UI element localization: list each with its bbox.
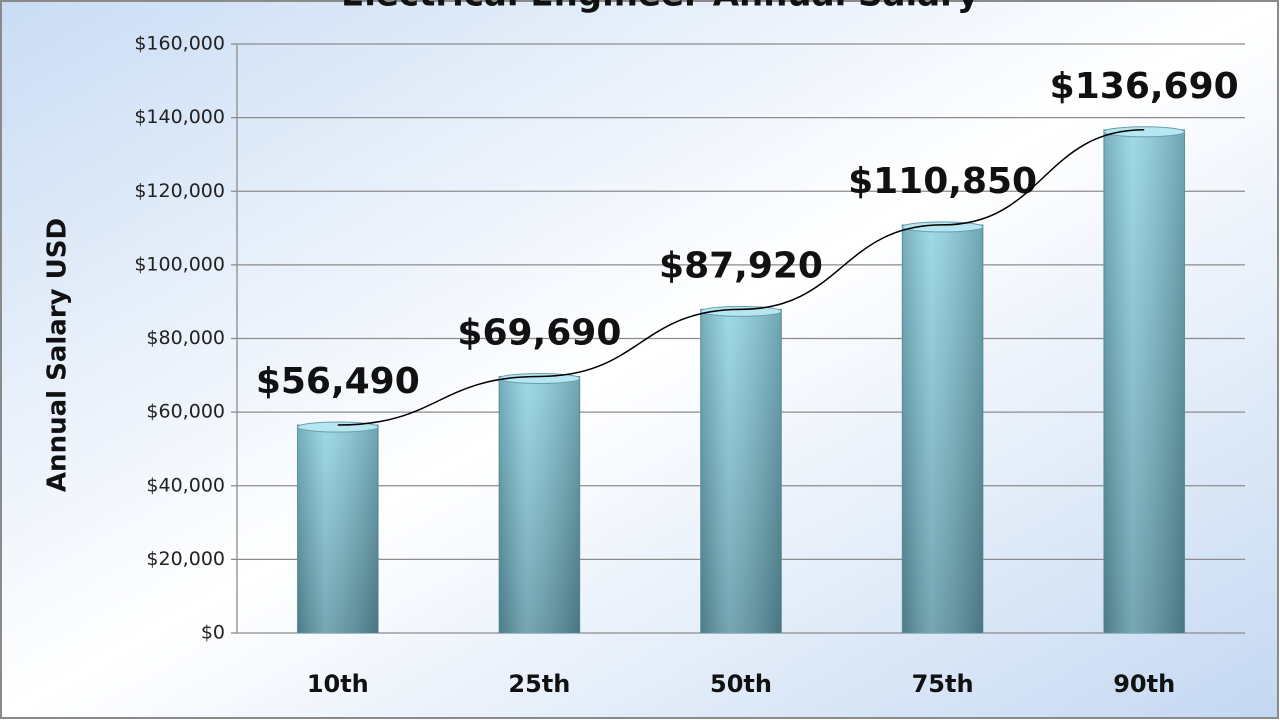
x-tick-label: 50th [710,670,772,698]
y-tick-label: $60,000 [146,401,225,423]
y-tick-label: $0 [201,622,225,644]
y-tick-label: $160,000 [134,33,225,55]
y-tick-label: $40,000 [146,474,225,496]
bar-shade [499,376,580,633]
data-label: $136,690 [1050,66,1239,107]
bar-top [700,305,782,317]
bar-top [901,221,984,233]
bar-shade [297,425,379,633]
x-tick-label: 10th [307,670,369,698]
data-label: $87,920 [659,245,823,286]
y-tick-label: $140,000 [134,106,225,128]
x-tick-label: 75th [912,670,974,698]
bar-shade [700,309,782,633]
bar-shade [902,224,983,633]
y-tick-label: $120,000 [134,180,225,202]
x-tick-label: 25th [508,670,570,698]
y-tick-label: $80,000 [146,327,225,349]
y-tick-label: $20,000 [146,548,225,570]
y-axis-label: Annual Salary USD [43,218,73,492]
chart-title: Electrical Engineer Annual Salary [341,0,979,15]
trendline [337,129,1145,426]
bar-shade [1103,129,1185,633]
data-label: $69,690 [457,312,621,353]
x-tick-label: 90th [1113,670,1175,698]
data-label: $56,490 [256,361,420,402]
data-label: $110,850 [848,161,1037,202]
bar-top [1103,126,1186,138]
y-tick-label: $100,000 [134,253,225,275]
